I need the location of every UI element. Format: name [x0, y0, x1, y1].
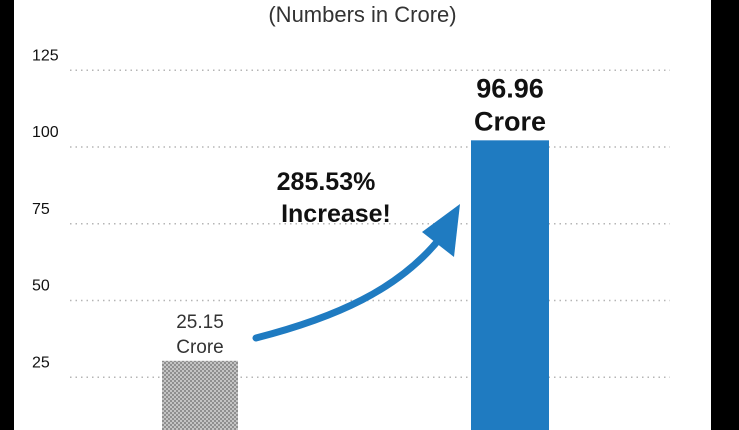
- increase-arrow-head: [422, 204, 460, 257]
- chart-subtitle: (Numbers in Crore): [268, 2, 457, 27]
- bar-2-unit-label: Crore: [474, 106, 546, 136]
- y-tick-50: 50: [32, 278, 50, 295]
- increase-arrow-shaft: [252, 233, 445, 342]
- bar-1-value-label: 25.15: [176, 312, 224, 333]
- bars: [162, 140, 549, 430]
- y-axis-ticks: 25 50 75 100 125: [32, 47, 59, 371]
- chart-panel: (Numbers in Crore) 25 50 75 100 125 25.15 Cro…: [14, 0, 711, 430]
- bar-2-value-label: 96.96: [476, 73, 544, 103]
- y-tick-100: 100: [32, 124, 59, 141]
- increase-percent: 285.53%: [277, 168, 376, 196]
- y-tick-25: 25: [32, 354, 50, 371]
- increase-text: Increase!: [281, 200, 391, 228]
- bar-1: [162, 360, 238, 430]
- increase-annotation: 285.53% Increase!: [252, 168, 460, 342]
- y-tick-75: 75: [32, 201, 50, 218]
- bar-1-unit-label: Crore: [176, 337, 224, 358]
- bar-2: [471, 140, 549, 430]
- y-tick-125: 125: [32, 47, 59, 64]
